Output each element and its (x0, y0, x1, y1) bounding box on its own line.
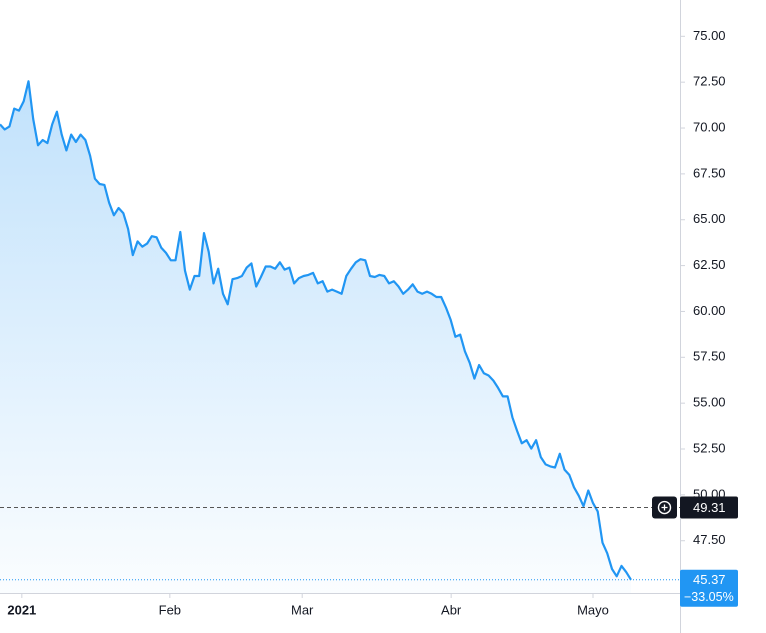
x-tick-label: Feb (159, 602, 181, 617)
last-price-box (680, 569, 738, 607)
alarm-icon (657, 500, 672, 515)
x-tick-label: Mar (291, 602, 314, 617)
y-tick-label: 67.50 (693, 165, 726, 180)
y-tick-label: 70.00 (693, 119, 726, 134)
y-tick-label: 72.50 (693, 74, 726, 89)
y-tick-label: 60.00 (693, 303, 726, 318)
y-tick-label: 57.50 (693, 349, 726, 364)
change-label: −33.05% (684, 590, 734, 604)
reference-label-box (680, 496, 738, 519)
y-tick-label: 55.00 (693, 395, 726, 410)
reference-label: 49.31 (693, 500, 726, 515)
x-tick-label: Mayo (577, 602, 609, 617)
y-tick-label: 65.00 (693, 211, 726, 226)
area-fill (0, 81, 631, 594)
y-tick-label: 62.50 (693, 257, 726, 272)
y-tick-label: 75.00 (693, 28, 726, 43)
price-line (0, 80, 632, 581)
last-price-label: 45.37 (693, 572, 726, 587)
y-tick-label: 47.50 (693, 532, 726, 547)
x-tick-label: Abr (441, 602, 462, 617)
y-tick-label: 52.50 (693, 440, 726, 455)
x-tick-label: 2021 (7, 602, 36, 617)
alarm-icon-plus (661, 504, 668, 511)
